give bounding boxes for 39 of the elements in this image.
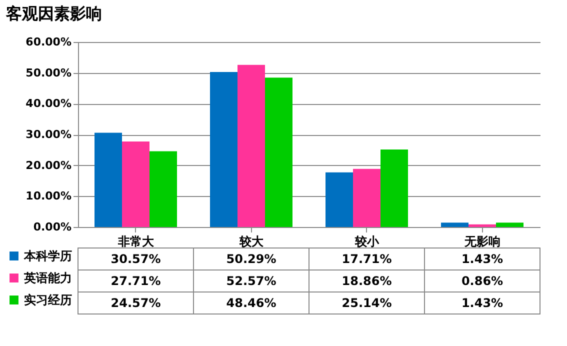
data-label: 25.14% xyxy=(342,296,392,310)
x-tick-label: 较小 xyxy=(354,234,380,248)
bar xyxy=(238,64,265,227)
y-tick-label: 10.00% xyxy=(26,190,72,203)
data-label: 0.86% xyxy=(461,274,504,288)
data-label: 50.29% xyxy=(226,252,276,266)
y-tick-label: 20.00% xyxy=(26,158,72,172)
y-tick-label: 60.00% xyxy=(26,36,72,48)
bar xyxy=(496,222,524,227)
data-label: 1.43% xyxy=(461,296,504,310)
bar xyxy=(353,168,380,227)
y-tick-label: 0.00% xyxy=(33,220,72,234)
x-tick-label: 较大 xyxy=(238,234,264,248)
data-label: 52.57% xyxy=(226,274,276,288)
bar xyxy=(94,132,122,227)
bar xyxy=(122,142,150,227)
y-tick-label: 50.00% xyxy=(26,66,72,80)
data-label: 48.46% xyxy=(226,296,276,310)
x-tick-label: 非常大 xyxy=(116,234,155,248)
bar xyxy=(380,149,408,227)
y-tick-label: 30.00% xyxy=(26,128,72,141)
legend-label: 英语能力 xyxy=(23,271,72,285)
bar xyxy=(265,78,292,227)
bar xyxy=(326,172,353,227)
bar xyxy=(150,151,177,227)
bar xyxy=(210,72,238,227)
legend-label: 本科学历 xyxy=(23,249,72,263)
x-tick-label: 无影响 xyxy=(463,234,500,248)
data-label: 27.71% xyxy=(110,274,161,288)
chart-title: 客观因素影响 xyxy=(5,4,102,23)
data-label: 24.57% xyxy=(110,296,161,310)
bar xyxy=(468,224,496,227)
legend-label: 实习经历 xyxy=(24,293,72,307)
data-label: 17.71% xyxy=(342,252,392,266)
y-tick-label: 40.00% xyxy=(26,97,72,110)
data-label: 18.86% xyxy=(342,274,392,288)
data-label: 1.43% xyxy=(461,252,504,266)
data-label: 30.57% xyxy=(110,252,161,266)
bar xyxy=(441,222,468,227)
